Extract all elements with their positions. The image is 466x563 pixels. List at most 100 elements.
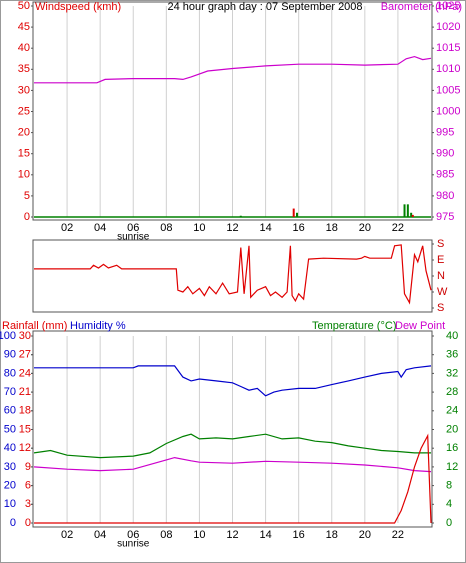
y-tick-label: 0	[446, 517, 452, 529]
axis-title: Windspeed (kmh)	[35, 1, 121, 13]
y-tick-label: 1000	[436, 105, 460, 117]
y-tick-label: 40	[446, 330, 458, 342]
y-tick-label: 21	[19, 386, 31, 398]
axis-title: Humidity %	[70, 320, 126, 332]
bar	[292, 208, 295, 217]
y-tick-label: S	[437, 238, 444, 250]
x-tick-label: 14	[259, 529, 271, 541]
bar	[411, 214, 414, 217]
annotation: sunrise	[117, 232, 150, 243]
y-tick-label: 20	[446, 423, 458, 435]
y-tick-label: 20	[4, 480, 16, 492]
y-tick-label: N	[437, 270, 445, 282]
x-tick-label: 08	[160, 529, 172, 541]
y-tick-label: 45	[18, 21, 30, 33]
axis-title: Rainfall (mm)	[2, 320, 67, 332]
y-tick-label: 90	[4, 349, 16, 361]
y-tick-label: 28	[446, 386, 458, 398]
y-tick-label: 5	[24, 190, 30, 202]
data-line	[34, 365, 432, 397]
y-tick-label: W	[437, 286, 448, 298]
y-tick-label: 30	[4, 461, 16, 473]
y-tick-label: 24	[19, 367, 31, 379]
y-tick-label: 4	[446, 498, 452, 510]
y-tick-label: 8	[446, 480, 452, 492]
bar	[410, 212, 413, 217]
data-line	[33, 433, 431, 459]
x-tick-label: 20	[359, 529, 371, 541]
y-tick-label: 18	[19, 405, 31, 417]
x-tick-label: 14	[259, 222, 271, 234]
y-tick-label: 9	[25, 461, 31, 473]
x-tick-label: 12	[226, 222, 238, 234]
y-tick-label: 3	[25, 498, 31, 510]
y-tick-label: 1015	[436, 42, 460, 54]
y-tick-label: 80	[4, 367, 16, 379]
y-tick-label: 985	[436, 169, 454, 181]
x-tick-label: 04	[94, 529, 106, 541]
y-tick-label: 975	[436, 211, 454, 223]
x-tick-label: 10	[193, 529, 205, 541]
y-tick-label: 6	[25, 480, 31, 492]
y-tick-label: 70	[4, 386, 16, 398]
bar	[239, 215, 242, 217]
x-tick-label: 08	[160, 222, 172, 234]
y-tick-label: 12	[446, 461, 458, 473]
y-tick-label: 50	[4, 423, 16, 435]
x-tick-label: 18	[326, 222, 338, 234]
y-tick-label: 1005	[436, 84, 460, 96]
y-tick-label: 990	[436, 148, 454, 160]
y-tick-label: 50	[18, 0, 30, 12]
axis-title: Barometer (hPa)	[381, 1, 462, 13]
y-tick-label: 0	[24, 211, 30, 223]
y-tick-label: 980	[436, 190, 454, 202]
y-tick-label: 36	[446, 349, 458, 361]
y-tick-label: 25	[18, 105, 30, 117]
data-line	[33, 456, 432, 473]
data-line	[34, 244, 432, 305]
annotation: sunrise	[117, 539, 150, 550]
y-tick-label: 27	[19, 349, 31, 361]
y-tick-label: S	[437, 302, 444, 314]
bar	[406, 204, 409, 217]
y-tick-label: 0	[25, 517, 31, 529]
y-tick-label: 20	[18, 127, 30, 139]
plot-frame	[32, 239, 433, 313]
y-tick-label: 40	[4, 442, 16, 454]
y-tick-label: 1025	[436, 0, 460, 12]
y-tick-label: 10	[18, 169, 30, 181]
x-tick-label: 02	[61, 529, 73, 541]
y-tick-label: 1010	[436, 63, 460, 75]
bar	[403, 204, 406, 217]
y-tick-label: 35	[18, 63, 30, 75]
x-tick-label: 04	[94, 222, 106, 234]
x-tick-label: 10	[193, 222, 205, 234]
x-tick-label: 06	[127, 222, 139, 234]
y-tick-label: 30	[18, 84, 30, 96]
data-line	[34, 433, 432, 524]
bar	[296, 212, 299, 217]
x-tick-label: 12	[226, 529, 238, 541]
y-tick-label: 60	[4, 405, 16, 417]
y-tick-label: 1020	[436, 21, 460, 33]
y-tick-label: 12	[19, 442, 31, 454]
x-tick-label: 16	[293, 222, 305, 234]
data-line	[34, 55, 432, 84]
y-tick-label: 15	[18, 148, 30, 160]
y-tick-label: 32	[446, 367, 458, 379]
x-tick-label: 02	[61, 222, 73, 234]
y-tick-label: 40	[18, 42, 30, 54]
x-tick-label: 18	[326, 529, 338, 541]
x-tick-label: 06	[127, 529, 139, 541]
y-tick-label: E	[437, 254, 444, 266]
y-tick-label: 100	[0, 330, 16, 342]
y-tick-label: 16	[446, 442, 458, 454]
legend-label: Dew Point	[395, 320, 445, 332]
x-tick-label: 16	[293, 529, 305, 541]
y-tick-label: 15	[19, 423, 31, 435]
y-tick-label: 10	[4, 498, 16, 510]
chart-title: 24 hour graph day : 07 September 2008	[167, 1, 362, 13]
y-tick-label: 0	[10, 517, 16, 529]
axis-title: Temperature (°C)	[312, 320, 396, 332]
